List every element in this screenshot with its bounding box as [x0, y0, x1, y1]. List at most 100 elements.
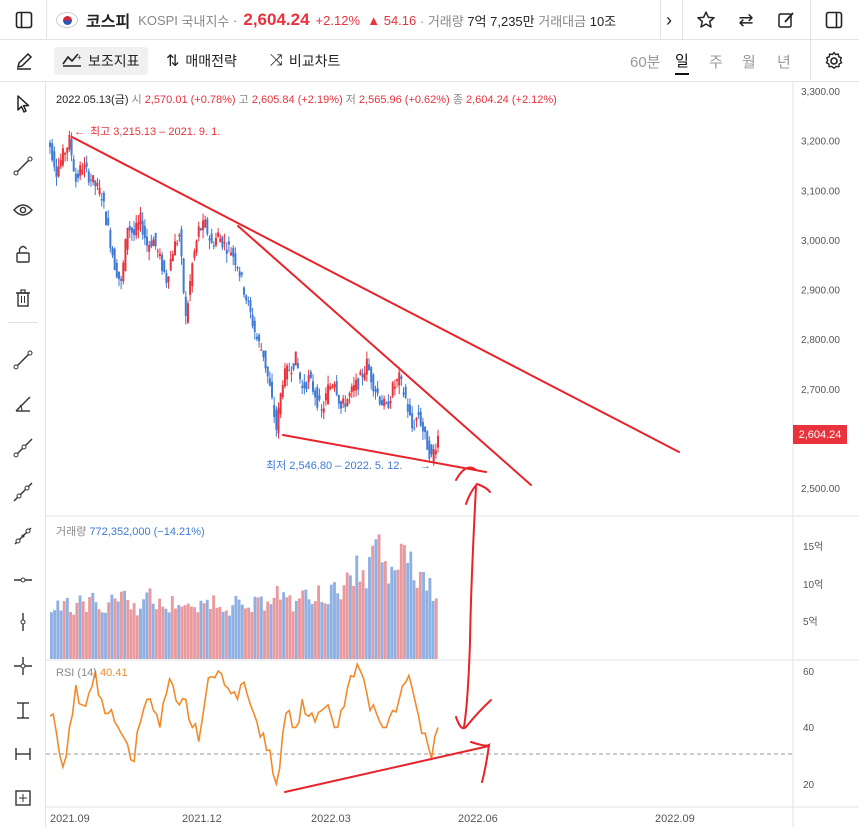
volume-legend[interactable]: 거래량 772,352,000 (−14.21%) — [56, 523, 205, 539]
chart-area[interactable]: 3,300.00 3,200.00 3,100.00 3,000.00 2,900.00… — [46, 82, 859, 827]
chevron-right-icon[interactable]: › — [666, 9, 672, 30]
candle-body — [277, 407, 280, 434]
ohlc-high: 2,605.84 (+2.19%) — [251, 94, 343, 106]
lock-icon[interactable] — [0, 234, 46, 274]
period-60m[interactable]: 60분 — [630, 53, 661, 71]
period-year[interactable]: 년 — [777, 53, 791, 71]
volume-bar — [212, 595, 216, 659]
cursor-icon[interactable] — [0, 84, 46, 124]
candle-body — [115, 262, 118, 278]
volume-bar — [428, 577, 432, 659]
price-axis-label: 3,200.00 — [801, 137, 840, 148]
volume-bar — [377, 534, 381, 659]
candle-body — [223, 242, 226, 244]
candle-body — [186, 303, 189, 323]
edit-icon[interactable] — [764, 0, 808, 40]
trendline-upper-long[interactable] — [71, 136, 680, 453]
period-week[interactable]: 주 — [709, 53, 723, 71]
price-axis-label: 2,700.00 — [801, 385, 840, 396]
gear-icon[interactable] — [812, 41, 856, 81]
candle-body — [214, 237, 217, 246]
ticker-info[interactable]: 코스피 KOSPI 국내지수 · 2,604.24 +2.12% ▲ 54.16… — [56, 0, 656, 40]
volume-label: · 거래량 — [419, 13, 464, 29]
volume-bar — [298, 598, 301, 659]
period-month[interactable]: 월 — [742, 53, 756, 71]
volume-bar — [84, 611, 88, 659]
rsi-trendline[interactable] — [284, 741, 491, 793]
volume-bar — [383, 561, 387, 659]
strategy-label: 매매전략 — [185, 53, 237, 69]
volume-bar — [247, 607, 251, 659]
candle-body — [206, 219, 209, 234]
extended-line-icon[interactable] — [0, 472, 46, 512]
volume-bar — [161, 606, 165, 659]
rsi-legend[interactable]: RSI (14) 40.41 — [56, 667, 128, 679]
candle-body — [352, 385, 355, 391]
candle-body — [124, 239, 127, 271]
candle-body — [348, 393, 351, 397]
volume-bar — [224, 610, 228, 659]
price-range-icon[interactable] — [0, 690, 46, 730]
trendline-upper-short[interactable] — [237, 225, 532, 486]
crossline-icon[interactable] — [0, 646, 46, 686]
candle-body — [264, 350, 267, 369]
trendline-lower[interactable] — [282, 434, 487, 473]
candle-body — [430, 444, 433, 455]
candle-body — [111, 248, 114, 256]
candle-body — [318, 395, 321, 400]
volume-axis-label: 15억 — [803, 541, 823, 553]
date-price-range-icon[interactable] — [0, 778, 46, 818]
drawn-trendlines[interactable] — [71, 136, 680, 505]
panel-toggle-icon[interactable] — [812, 0, 856, 40]
candle-body — [296, 363, 299, 368]
volume-bar — [196, 612, 200, 659]
candle-body — [219, 238, 222, 243]
volume-bar — [183, 605, 187, 659]
candle-body — [230, 252, 233, 256]
parallel-line-icon[interactable] — [0, 516, 46, 556]
price-axis-label: 2,900.00 — [801, 286, 840, 297]
volume-bar — [189, 606, 193, 659]
volume-bar — [202, 603, 206, 659]
volume-pane-label: 거래량 — [56, 526, 87, 538]
trash-icon[interactable] — [0, 278, 46, 318]
amount-value: 10조 — [589, 13, 617, 29]
date-range-icon[interactable] — [0, 734, 46, 774]
indicator-button[interactable]: + 보조지표 — [54, 47, 148, 75]
candle-body — [89, 179, 92, 181]
angle-line-icon[interactable] — [0, 384, 46, 424]
vertical-line-icon[interactable] — [0, 602, 46, 642]
period-day[interactable]: 일 — [675, 47, 689, 75]
change-percent: +2.12% — [315, 12, 360, 28]
compare-button[interactable]: ⤨ 비교차트 — [262, 47, 348, 75]
sidebar-toggle-icon[interactable] — [2, 0, 46, 40]
horizontal-line-icon[interactable] — [0, 560, 46, 600]
volume-bar — [361, 570, 365, 659]
candle-body — [195, 240, 198, 253]
candle-body — [428, 440, 431, 459]
candle-body — [286, 365, 289, 380]
rsi-value: 40.41 — [100, 667, 128, 679]
volume-bar — [62, 601, 66, 659]
candle-body — [309, 371, 312, 378]
pen-icon[interactable] — [2, 41, 46, 81]
volume-bar — [69, 611, 72, 659]
volume-bar — [186, 603, 190, 659]
swap-icon[interactable]: ⇄ — [738, 9, 754, 30]
candle-body — [130, 227, 133, 233]
volume-bar — [352, 585, 356, 659]
candle-body — [346, 398, 349, 406]
volume-bar — [139, 608, 142, 659]
star-icon[interactable] — [684, 0, 728, 40]
strategy-button[interactable]: ⇅ 매매전략 — [158, 47, 245, 75]
trendline-tool-icon[interactable] — [0, 146, 46, 186]
ray-line-icon[interactable] — [0, 428, 46, 468]
line-segment-icon[interactable] — [0, 340, 46, 380]
chart-canvas[interactable]: 3,300.00 3,200.00 3,100.00 3,000.00 2,900.00… — [46, 82, 859, 827]
rsi-arrow-head — [470, 741, 491, 783]
candle-body — [102, 192, 105, 202]
volume-bar — [358, 581, 362, 659]
candle-body — [148, 245, 151, 252]
eye-icon[interactable] — [0, 190, 46, 230]
candle-body — [182, 258, 185, 293]
